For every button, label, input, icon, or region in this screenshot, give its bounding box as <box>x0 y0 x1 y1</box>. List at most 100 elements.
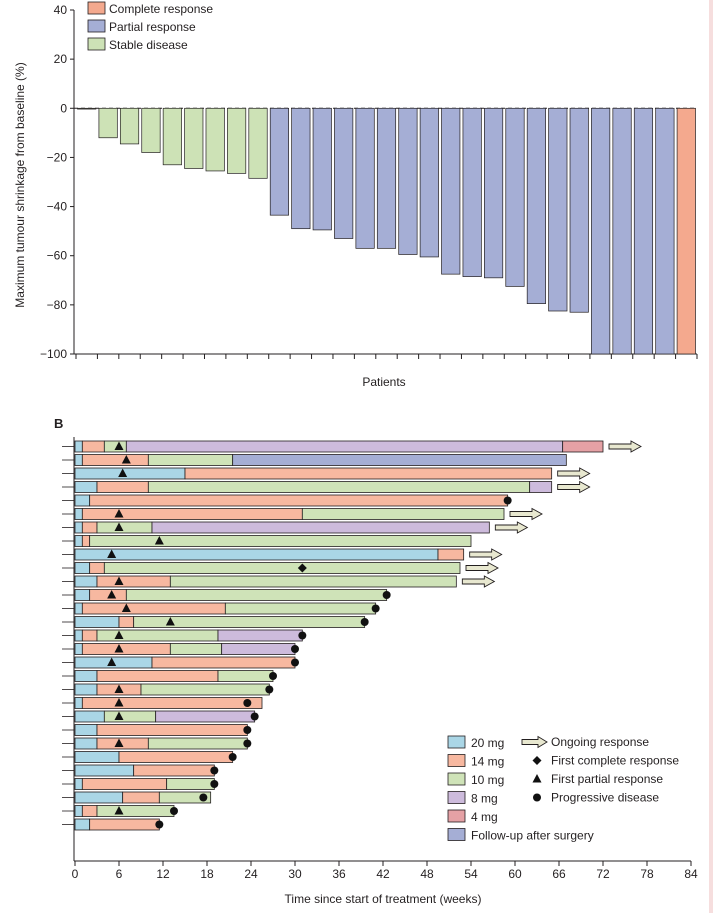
treatment-segment <box>74 805 83 817</box>
y-tick-label: 0 <box>60 101 67 115</box>
treatment-segment <box>74 629 83 642</box>
treatment-segment <box>74 697 83 709</box>
treatment-segment <box>74 535 83 547</box>
ongoing-response-arrow <box>494 521 529 534</box>
treatment-segment <box>155 710 256 723</box>
patient-row <box>74 778 219 790</box>
ongoing-response-arrow <box>608 440 642 453</box>
treatment-segment <box>133 764 215 777</box>
waterfall-bar <box>419 107 439 258</box>
progressive-disease-dot <box>228 753 237 761</box>
patient-row <box>74 724 252 736</box>
treatment-segment <box>74 670 98 682</box>
progressive-disease-dot <box>268 672 277 680</box>
treatment-segment <box>74 616 120 628</box>
treatment-segment <box>74 737 98 750</box>
treatment-segment <box>81 454 149 466</box>
treatment-segment <box>74 521 83 534</box>
treatment-segment <box>81 643 171 655</box>
waterfall-bar <box>141 107 161 153</box>
treatment-segment <box>89 818 160 831</box>
legend-label: 4 mg <box>471 810 498 824</box>
legend-label: First partial response <box>551 772 663 786</box>
treatment-segment <box>96 670 219 682</box>
x-tick-label: 30 <box>288 867 302 881</box>
patient-row <box>74 710 259 723</box>
x-tick-label: 84 <box>684 867 698 881</box>
legend-label: Follow-up after surgery <box>471 829 594 843</box>
y-tick-label: −20 <box>47 150 68 164</box>
partial-response-triangle <box>114 522 124 531</box>
partial-response-triangle <box>165 617 175 626</box>
partial-response-triangle <box>114 806 124 815</box>
legend-swatch <box>447 828 466 841</box>
x-tick-label: 78 <box>640 867 654 881</box>
treatment-segment <box>81 508 303 520</box>
patient-row <box>74 440 642 453</box>
waterfall-bar <box>355 107 375 249</box>
x-tick-label: 60 <box>508 867 522 881</box>
y-tick-label: −40 <box>47 200 68 214</box>
ongoing-response-arrow <box>509 507 543 521</box>
progressive-disease-dot <box>243 699 252 707</box>
progressive-disease-dot <box>210 766 219 775</box>
patient-row <box>74 480 591 494</box>
treatment-segment <box>74 494 91 507</box>
legend-swatch <box>447 735 466 749</box>
treatment-segment <box>151 521 490 534</box>
patient-row <box>74 764 219 777</box>
waterfall-bar <box>184 107 204 169</box>
waterfall-bar <box>334 107 354 239</box>
treatment-segment <box>74 724 98 736</box>
waterfall-bar <box>569 107 589 313</box>
progressive-disease-dot <box>298 631 307 640</box>
waterfall-bar <box>441 107 461 275</box>
waterfall-bar <box>98 107 118 139</box>
patient-row <box>74 494 512 507</box>
waterfall-bar <box>248 107 268 179</box>
treatment-segment <box>81 697 263 709</box>
treatment-segment <box>96 575 171 588</box>
x-tick-label: 42 <box>376 867 390 881</box>
treatment-segment <box>166 778 215 790</box>
partial-response-triangle <box>114 576 124 585</box>
y-tick-label: 40 <box>54 3 68 17</box>
x-tick-label: 12 <box>156 867 170 881</box>
partial-response-triangle <box>114 441 124 450</box>
panel-b-label: B <box>54 416 63 431</box>
treatment-segment <box>118 751 234 763</box>
treatment-segment <box>221 643 296 655</box>
waterfall-bar <box>633 107 654 355</box>
treatment-segment <box>96 629 219 642</box>
treatment-segment <box>103 440 127 453</box>
partial-response-triangle <box>114 644 124 653</box>
panel-a-bars <box>77 107 696 355</box>
patient-row <box>74 575 496 588</box>
panel-b-swimmer-plot: B 0 6 12 18 24 30 36 42 48 54 60 66 72 78 84 20 mg 14 m… <box>54 416 698 906</box>
partial-response-triangle <box>154 536 164 545</box>
progressive-disease-dot <box>371 604 380 613</box>
waterfall-bar <box>655 107 675 355</box>
x-tick-label: 24 <box>244 867 258 881</box>
treatment-segment <box>81 629 98 642</box>
panel-b-x-axis-label: Time since start of treatment (weeks) <box>285 892 482 906</box>
progressive-disease-dot <box>290 645 299 653</box>
patient-row <box>74 521 529 534</box>
complete-response-diamond <box>532 756 542 765</box>
patient-row <box>74 818 164 831</box>
complete-response-diamond <box>297 563 307 573</box>
treatment-segment <box>81 805 98 817</box>
partial-response-triangle <box>114 630 124 639</box>
waterfall-bar <box>591 107 611 355</box>
treatment-segment <box>74 643 83 655</box>
waterfall-bar <box>162 107 182 166</box>
x-tick-label: 72 <box>596 867 610 881</box>
treatment-segment <box>158 791 212 804</box>
waterfall-bar <box>312 107 332 231</box>
partial-response-triangle <box>114 711 124 720</box>
patient-row <box>74 643 299 655</box>
treatment-segment <box>169 575 457 588</box>
waterfall-bar <box>612 107 632 355</box>
legend-swatch <box>447 754 466 767</box>
